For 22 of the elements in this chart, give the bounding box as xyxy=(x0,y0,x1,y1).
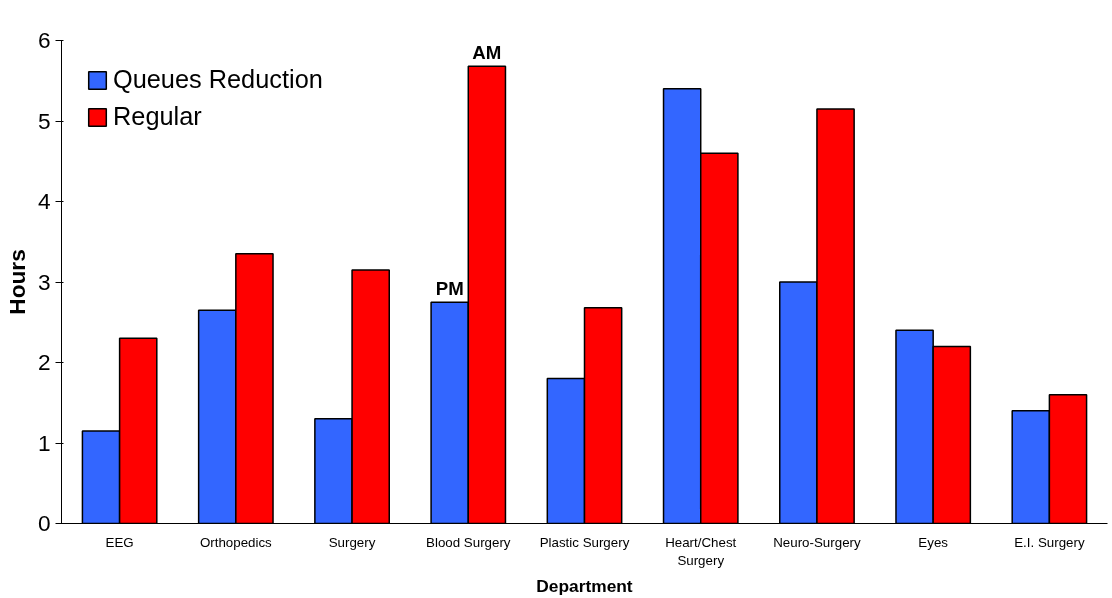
y-axis-title: Hours xyxy=(3,249,30,315)
x-tick-label: Heart/Chest Surgery xyxy=(665,534,737,568)
y-tick-label: 0 xyxy=(37,510,51,536)
annotation: PM xyxy=(435,278,464,300)
x-axis-title: Department xyxy=(536,575,633,596)
x-tick-label: Orthopedics xyxy=(199,534,273,550)
x-tick-label: Eyes xyxy=(918,534,949,550)
annotation: AM xyxy=(472,42,502,64)
y-tick-label: 4 xyxy=(37,188,51,214)
x-tick-label: Surgery xyxy=(328,534,376,550)
y-tick-label: 6 xyxy=(37,27,51,53)
x-tick-label: E.I. Surgery xyxy=(1014,534,1085,550)
x-tick-label: Plastic Surgery xyxy=(539,534,630,550)
y-tick-label: 2 xyxy=(37,349,51,375)
x-tick-label: Neuro-Surgery xyxy=(773,534,861,550)
x-tick-label: EEG xyxy=(105,534,134,550)
legend-label: Regular xyxy=(113,102,202,131)
x-tick-label: Blood Surgery xyxy=(426,534,511,550)
y-tick-label: 3 xyxy=(37,268,51,295)
y-tick-label: 5 xyxy=(37,107,51,134)
y-tick-label: 1 xyxy=(37,429,51,456)
legend-label: Queues Reduction xyxy=(113,65,323,94)
